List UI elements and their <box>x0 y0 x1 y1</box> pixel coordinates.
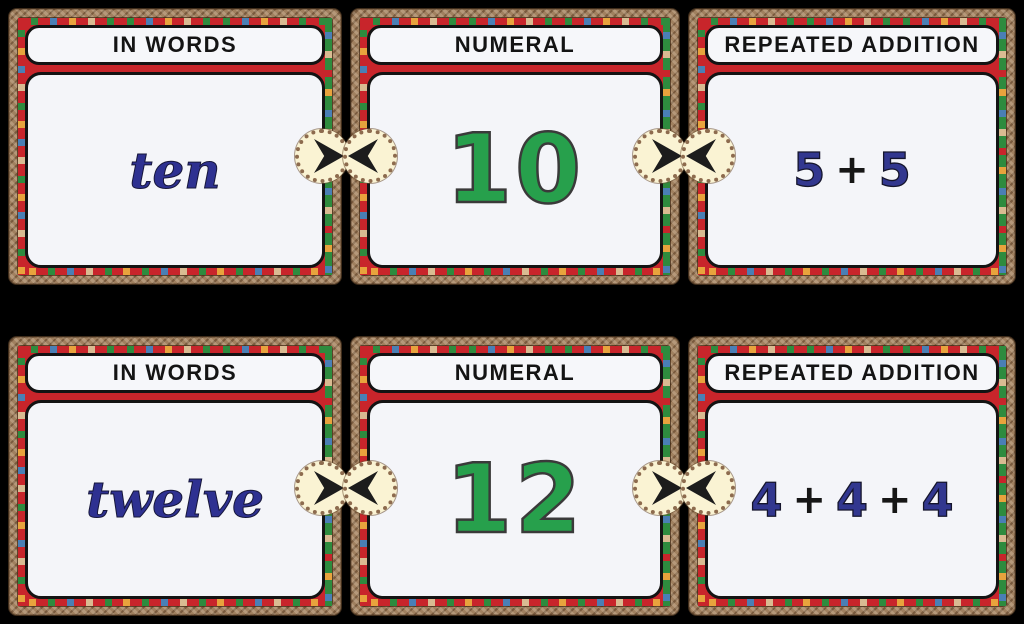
card-value-numeral: 12 <box>445 443 585 556</box>
connector-badge-left <box>343 129 397 183</box>
card-repeated-addition-4-plus-4-plus-4[interactable]: REPEATED ADDITION 4 + 4 + 4 <box>681 336 1016 616</box>
mosaic-strip-left <box>18 18 25 275</box>
mosaic-strip-bottom <box>698 268 1006 275</box>
mosaic-strip-right <box>999 18 1006 275</box>
card-header: IN WORDS <box>25 353 325 393</box>
card-content-panel: 12 <box>367 400 663 599</box>
mosaic-strip-left <box>18 346 25 606</box>
mosaic-frame: IN WORDS ten <box>18 18 332 275</box>
card-numeral-12[interactable]: NUMERAL 12 <box>343 336 687 616</box>
expression-term: 4 <box>750 472 783 527</box>
card-header: NUMERAL <box>367 25 663 65</box>
expression-term: 4 <box>835 472 868 527</box>
expression-operator: + <box>878 476 912 523</box>
card-header: REPEATED ADDITION <box>705 353 999 393</box>
connector-badge-right <box>633 461 687 515</box>
card-content-panel: 10 <box>367 72 663 268</box>
mosaic-strip-top <box>360 346 670 353</box>
card-repeated-addition-5-plus-5[interactable]: REPEATED ADDITION 5 + 5 <box>681 8 1016 285</box>
mosaic-strip-bottom <box>698 599 1006 606</box>
arrow-right-icon <box>314 139 344 173</box>
card-in-words-twelve[interactable]: IN WORDS twelve <box>8 336 349 616</box>
mosaic-strip-top <box>18 18 332 25</box>
mosaic-strip-right <box>999 346 1006 606</box>
card-header-label: REPEATED ADDITION <box>724 360 980 385</box>
card-value-expression: 4 + 4 + 4 <box>750 472 954 527</box>
mosaic-strip-bottom <box>18 599 332 606</box>
expression-operator: + <box>835 147 869 193</box>
connector-badge-right <box>633 129 687 183</box>
connector-badge-right <box>295 129 349 183</box>
card-header: IN WORDS <box>25 25 325 65</box>
card-header: NUMERAL <box>367 353 663 393</box>
card-header-label: NUMERAL <box>454 360 576 385</box>
mosaic-strip-top <box>698 346 1006 353</box>
mosaic-frame: REPEATED ADDITION 4 + 4 + 4 <box>698 346 1006 606</box>
card-value-word: ten <box>129 140 221 200</box>
card-header-label: REPEATED ADDITION <box>724 32 980 57</box>
connector-badge-left <box>681 461 735 515</box>
connector-badge-left <box>343 461 397 515</box>
mosaic-frame: IN WORDS twelve <box>18 346 332 606</box>
card-content-panel: ten <box>25 72 325 268</box>
expression-term: 5 <box>878 142 911 197</box>
mosaic-frame: REPEATED ADDITION 5 + 5 <box>698 18 1006 275</box>
card-header-label: IN WORDS <box>112 360 238 385</box>
arrow-right-icon <box>652 471 682 505</box>
arrow-right-icon <box>314 471 344 505</box>
card-content-panel: twelve <box>25 400 325 599</box>
expression-term: 4 <box>921 472 954 527</box>
card-value-expression: 5 + 5 <box>793 142 912 197</box>
card-in-words-ten[interactable]: IN WORDS ten <box>8 8 349 285</box>
mosaic-strip-top <box>18 346 332 353</box>
card-header-label: NUMERAL <box>454 32 576 57</box>
expression-operator: + <box>792 476 826 523</box>
connector-badge-left <box>681 129 735 183</box>
card-content-panel: 5 + 5 <box>705 72 999 268</box>
mosaic-strip-bottom <box>18 268 332 275</box>
mosaic-frame: NUMERAL 10 <box>360 18 670 275</box>
mosaic-strip-top <box>698 18 1006 25</box>
expression-term: 5 <box>793 142 826 197</box>
card-value-word: twelve <box>86 470 265 530</box>
mosaic-strip-top <box>360 18 670 25</box>
card-value-numeral: 10 <box>445 114 585 227</box>
arrow-left-icon <box>348 471 378 505</box>
card-header: REPEATED ADDITION <box>705 25 999 65</box>
card-numeral-10[interactable]: NUMERAL 10 <box>343 8 687 285</box>
arrow-left-icon <box>686 139 716 173</box>
connector-badge-right <box>295 461 349 515</box>
mosaic-strip-bottom <box>360 268 670 275</box>
card-header-label: IN WORDS <box>112 32 238 57</box>
mosaic-frame: NUMERAL 12 <box>360 346 670 606</box>
arrow-left-icon <box>686 471 716 505</box>
mosaic-strip-bottom <box>360 599 670 606</box>
arrow-left-icon <box>348 139 378 173</box>
arrow-right-icon <box>652 139 682 173</box>
card-content-panel: 4 + 4 + 4 <box>705 400 999 599</box>
